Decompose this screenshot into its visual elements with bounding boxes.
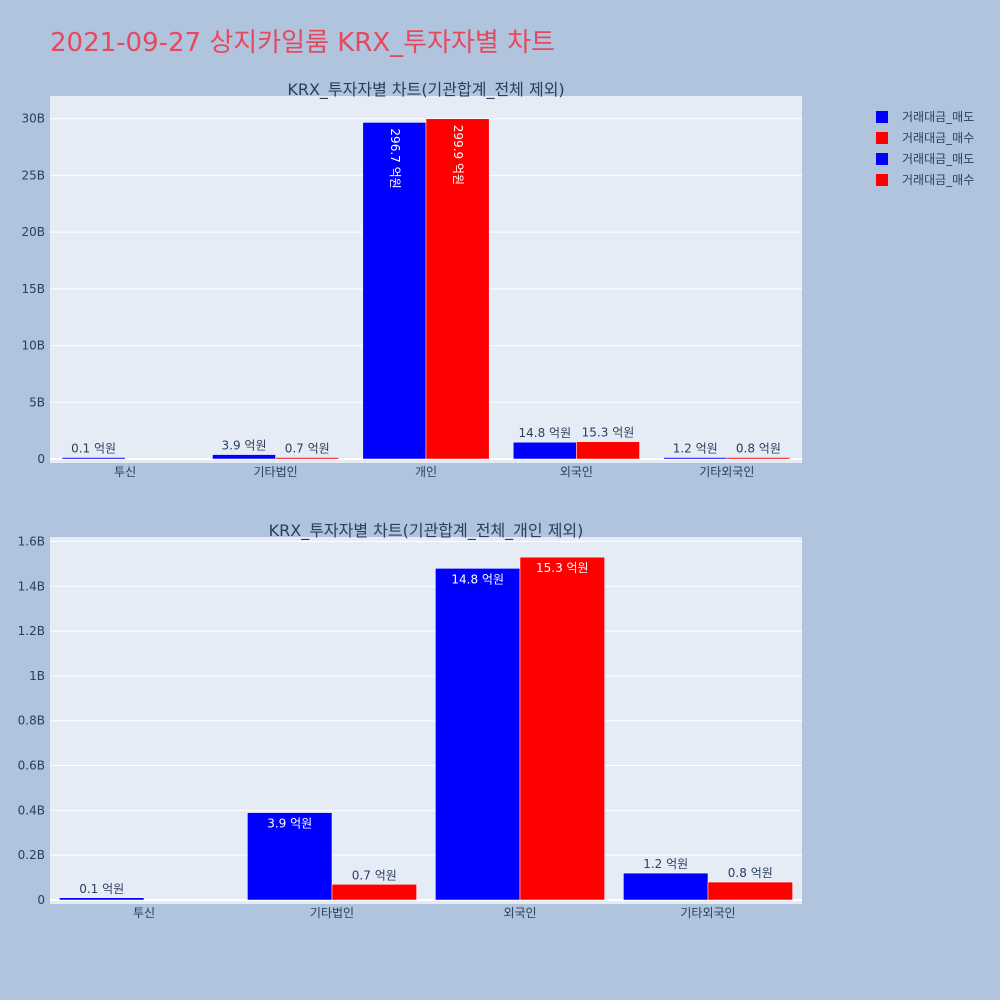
bar-label: 0.7 억원: [352, 868, 397, 882]
legend-label: 거래대금_매도: [902, 110, 975, 124]
bar: [435, 568, 521, 901]
chart-title: KRX_투자자별 차트(기관합계_전체 제외): [287, 80, 564, 100]
legend-label: 거래대금_매수: [902, 131, 975, 145]
legend-swatch: [876, 110, 888, 123]
x-tick-label: 투신: [114, 465, 136, 479]
bar-label: 1.2 억원: [643, 857, 688, 871]
legend-item[interactable]: 거래대금_매도: [876, 106, 974, 127]
legend-item[interactable]: 거래대금_매수: [876, 169, 974, 190]
y-tick-label: 0.6B: [18, 759, 45, 773]
y-tick-label: 25B: [21, 168, 45, 182]
legend-item[interactable]: 거래대금_매수: [876, 127, 974, 148]
x-tick-label: 외국인: [503, 906, 536, 920]
legend-label: 거래대금_매수: [902, 173, 975, 187]
legend-swatch: [876, 173, 888, 186]
bar: [519, 556, 605, 901]
bar-label: 15.3 억원: [582, 426, 635, 440]
y-tick-label: 0.4B: [18, 803, 45, 817]
bar-label: 296.7 억원: [388, 128, 402, 188]
y-tick-label: 0.2B: [18, 848, 45, 862]
legend-label: 거래대금_매도: [902, 152, 975, 166]
y-tick-label: 0.8B: [18, 714, 45, 728]
bar: [331, 884, 417, 901]
x-tick-label: 외국인: [560, 465, 593, 479]
page-title: 2021-09-27 상지카일룸 KRX_투자자별 차트: [50, 28, 555, 58]
x-tick-label: 개인: [415, 465, 437, 479]
y-tick-label: 15B: [21, 282, 45, 296]
bar-label: 1.2 억원: [673, 442, 718, 456]
bar-label: 3.9 억원: [267, 817, 312, 831]
bar: [212, 454, 276, 460]
legend-swatch: [876, 131, 888, 144]
y-tick-label: 1B: [29, 669, 45, 683]
bar: [59, 897, 145, 901]
bar-label: 3.9 억원: [222, 439, 267, 453]
bar: [425, 118, 490, 460]
legend-item[interactable]: 거래대금_매도: [876, 148, 974, 169]
y-tick-label: 30B: [21, 112, 45, 126]
bar-label: 0.7 억원: [285, 442, 330, 456]
bar-label: 0.8 억원: [736, 442, 781, 456]
bar: [275, 457, 340, 460]
y-tick-label: 0: [37, 452, 45, 466]
bar-label: 15.3 억원: [536, 561, 589, 575]
bar: [707, 881, 793, 901]
x-tick-label: 기타외국인: [699, 465, 754, 479]
y-tick-label: 20B: [21, 225, 45, 239]
y-tick-label: 1.6B: [18, 534, 45, 548]
chart-title: KRX_투자자별 차트(기관합계_전체_개인 제외): [269, 521, 584, 541]
bar-label: 14.8 억원: [451, 572, 504, 586]
bar: [576, 441, 640, 460]
bar-label: 0.1 억원: [79, 882, 124, 896]
y-tick-label: 5B: [29, 395, 45, 409]
legend: 거래대금_매도 거래대금_매수 거래대금_매도 거래대금_매수: [876, 106, 974, 190]
bar: [61, 457, 126, 460]
bar: [362, 122, 427, 460]
y-tick-label: 0: [37, 893, 45, 907]
bar: [512, 441, 577, 460]
y-tick-label: 10B: [21, 339, 45, 353]
bar-label: 14.8 억원: [519, 426, 572, 440]
legend-swatch: [876, 152, 888, 165]
bar-label: 0.8 억원: [728, 866, 773, 880]
y-tick-label: 1.2B: [18, 624, 45, 638]
bar: [663, 457, 728, 460]
x-tick-label: 기타법인: [254, 465, 298, 479]
x-tick-label: 투신: [133, 906, 155, 920]
bar-label: 0.1 억원: [71, 442, 116, 456]
bar: [623, 872, 709, 901]
bar: [726, 457, 791, 460]
bar-label: 299.9 억원: [451, 125, 465, 185]
y-tick-label: 1.4B: [18, 579, 45, 593]
x-tick-label: 기타외국인: [680, 906, 735, 920]
x-tick-label: 기타법인: [310, 906, 354, 920]
bar: [247, 812, 333, 901]
